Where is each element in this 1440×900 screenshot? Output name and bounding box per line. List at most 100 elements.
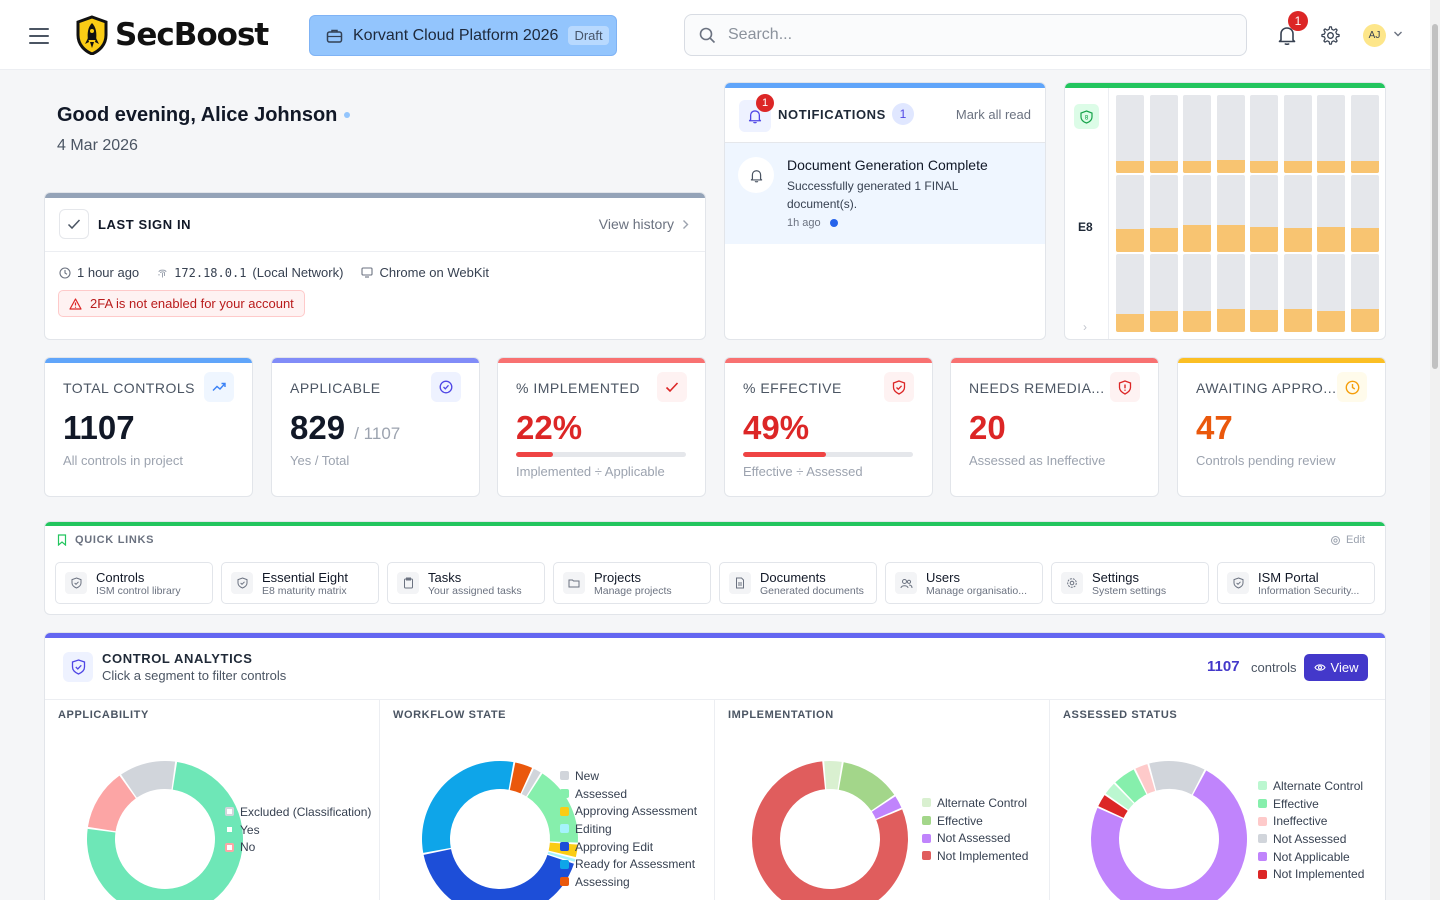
donut-segment[interactable]: [824, 761, 842, 790]
e8-column[interactable]: [1283, 95, 1312, 332]
legend-item[interactable]: Effective: [1258, 795, 1364, 813]
donut-segment[interactable]: [1135, 764, 1156, 794]
e8-cell[interactable]: [1116, 174, 1144, 253]
e8-cell[interactable]: [1283, 95, 1312, 173]
e8-column[interactable]: [1116, 95, 1144, 332]
quick-link-projects[interactable]: Projects Manage projects: [553, 562, 711, 604]
legend-item[interactable]: Alternate Control: [922, 794, 1028, 812]
e8-cell[interactable]: [1317, 174, 1345, 253]
e8-cell[interactable]: [1116, 95, 1144, 173]
view-history-link[interactable]: View history: [599, 216, 689, 232]
donut-segment[interactable]: [547, 851, 576, 862]
donut-chart[interactable]: [415, 754, 585, 900]
e8-column[interactable]: [1350, 95, 1379, 332]
donut-segment[interactable]: [1091, 770, 1247, 900]
donut-segment[interactable]: [752, 761, 908, 900]
project-selector[interactable]: Korvant Cloud Platform 2026 Draft: [309, 15, 617, 56]
stat-card[interactable]: APPLICABLE 829 / 1107 Yes / Total: [271, 357, 480, 497]
logo[interactable]: SecBoost: [75, 14, 269, 56]
avatar[interactable]: AJ: [1363, 24, 1386, 47]
stat-card[interactable]: NEEDS REMEDIA... 20 Assessed as Ineffectiv…: [950, 357, 1159, 497]
donut-segment[interactable]: [1105, 783, 1134, 810]
e8-cell[interactable]: [1183, 95, 1211, 173]
e8-cell[interactable]: [1216, 95, 1245, 173]
edit-quick-links-button[interactable]: Edit: [1330, 534, 1365, 546]
scrollbar[interactable]: [1430, 0, 1440, 900]
view-controls-button[interactable]: View: [1304, 654, 1368, 681]
donut-segment[interactable]: [121, 761, 176, 798]
quick-link-essential-eight[interactable]: Essential Eight E8 maturity matrix: [221, 562, 379, 604]
legend-item[interactable]: Approving Assessment: [560, 802, 697, 820]
legend-item[interactable]: Ready for Assessment: [560, 855, 697, 873]
notifications-button[interactable]: 1: [1276, 11, 1308, 51]
e8-cell[interactable]: [1116, 254, 1144, 332]
e8-cell[interactable]: [1350, 174, 1379, 253]
donut-segment[interactable]: [1115, 769, 1147, 803]
e8-cell[interactable]: [1250, 254, 1278, 332]
e8-cell[interactable]: [1183, 174, 1211, 253]
e8-cell[interactable]: [1183, 254, 1211, 332]
e8-column[interactable]: [1183, 95, 1211, 332]
legend-item[interactable]: Not Assessed: [1258, 830, 1364, 848]
e8-cell[interactable]: [1350, 95, 1379, 173]
e8-column[interactable]: [1317, 95, 1345, 332]
legend-item[interactable]: Assessing: [560, 873, 697, 891]
donut-segment[interactable]: [1098, 795, 1128, 818]
donut-segment[interactable]: [87, 761, 243, 900]
e8-column[interactable]: [1216, 95, 1245, 332]
donut-chart[interactable]: [80, 754, 250, 900]
donut-segment[interactable]: [87, 775, 136, 832]
legend-item[interactable]: Yes: [225, 821, 371, 839]
e8-cell[interactable]: [1149, 95, 1178, 173]
e8-column[interactable]: [1250, 95, 1278, 332]
donut-segment[interactable]: [423, 849, 574, 900]
e8-cell[interactable]: [1216, 174, 1245, 253]
donut-segment[interactable]: [1149, 761, 1205, 795]
quick-link-documents[interactable]: Documents Generated documents: [719, 562, 877, 604]
e8-cell[interactable]: [1350, 254, 1379, 332]
legend-item[interactable]: Approving Edit: [560, 838, 697, 856]
mark-all-read-button[interactable]: Mark all read: [955, 107, 1031, 122]
e8-cell[interactable]: [1317, 95, 1345, 173]
scrollbar-thumb[interactable]: [1432, 24, 1438, 369]
menu-icon[interactable]: [29, 28, 49, 44]
donut-segment[interactable]: [422, 761, 514, 853]
legend-item[interactable]: Editing: [560, 820, 697, 838]
e8-cell[interactable]: [1317, 254, 1345, 332]
donut-segment[interactable]: [521, 768, 541, 797]
notification-item[interactable]: Document Generation Complete Successfull…: [725, 142, 1045, 244]
legend-item[interactable]: New: [560, 767, 697, 785]
stat-card[interactable]: % EFFECTIVE 49% Effective ÷ Assessed: [724, 357, 933, 497]
two-factor-warning[interactable]: 2FA is not enabled for your account: [58, 290, 305, 317]
legend-item[interactable]: Not Implemented: [922, 847, 1028, 865]
e8-cell[interactable]: [1283, 174, 1312, 253]
donut-chart[interactable]: [1084, 754, 1254, 900]
legend-item[interactable]: No: [225, 838, 371, 856]
stat-card[interactable]: % IMPLEMENTED 22% Implemented ÷ Applicable: [497, 357, 706, 497]
donut-segment[interactable]: [509, 762, 533, 794]
legend-item[interactable]: Assessed: [560, 785, 697, 803]
quick-link-users[interactable]: Users Manage organisatio...: [885, 562, 1043, 604]
chevron-down-icon[interactable]: [1393, 30, 1403, 38]
legend-item[interactable]: Effective: [922, 812, 1028, 830]
legend-item[interactable]: Ineffective: [1258, 812, 1364, 830]
stat-card[interactable]: AWAITING APPRO... 47 Controls pending revi…: [1177, 357, 1386, 497]
quick-link-ism-portal[interactable]: ISM Portal Information Security...: [1217, 562, 1375, 604]
e8-cell[interactable]: [1149, 254, 1178, 332]
legend-item[interactable]: Excluded (Classification): [225, 803, 371, 821]
legend-item[interactable]: Not Assessed: [922, 829, 1028, 847]
e8-column[interactable]: [1149, 95, 1178, 332]
e8-cell[interactable]: [1149, 174, 1178, 253]
e8-cell[interactable]: [1216, 254, 1245, 332]
e8-cell[interactable]: [1250, 95, 1278, 173]
e8-cell[interactable]: [1250, 174, 1278, 253]
legend-item[interactable]: Alternate Control: [1258, 777, 1364, 795]
quick-link-tasks[interactable]: Tasks Your assigned tasks: [387, 562, 545, 604]
donut-chart[interactable]: [745, 754, 915, 900]
donut-segment[interactable]: [838, 762, 895, 811]
legend-item[interactable]: Not Implemented: [1258, 865, 1364, 883]
donut-segment[interactable]: [871, 796, 902, 819]
quick-link-settings[interactable]: Settings System settings: [1051, 562, 1209, 604]
e8-cell[interactable]: [1283, 254, 1312, 332]
search-input[interactable]: [728, 26, 1208, 44]
